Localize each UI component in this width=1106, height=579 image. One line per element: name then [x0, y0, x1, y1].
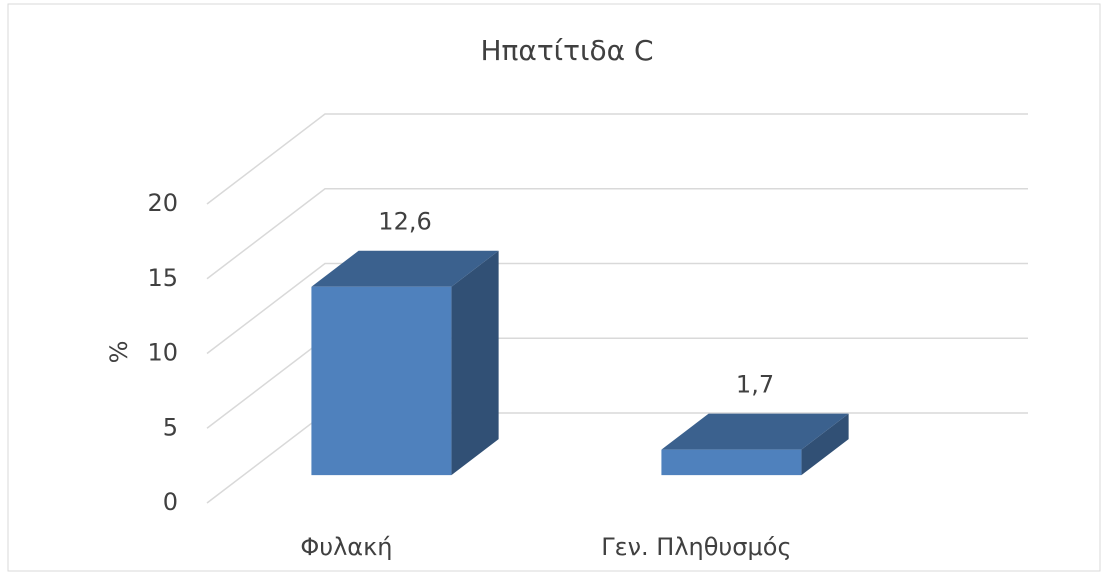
data-label: 1,7	[736, 371, 774, 399]
bar-front	[311, 286, 452, 476]
bar-top	[311, 250, 499, 287]
data-label: 12,6	[378, 208, 431, 236]
y-tick-label: 0	[163, 488, 178, 516]
bar-front	[661, 449, 802, 476]
chart-title: Ηπατίτιδα C	[480, 34, 653, 67]
grid-line	[206, 113, 1028, 205]
bar-side	[801, 413, 849, 476]
y-tick-label: 10	[147, 339, 178, 367]
x-tick-label: Γεν. Πληθυσμός	[601, 533, 791, 561]
y-tick-label: 15	[147, 264, 178, 292]
grid-line	[206, 188, 1028, 280]
bar	[311, 250, 499, 476]
y-tick-label: 20	[147, 189, 178, 217]
chart-border	[7, 3, 1101, 572]
x-tick-label: Φυλακή	[300, 533, 392, 561]
bar-side	[451, 250, 499, 476]
bar	[661, 413, 849, 476]
bar-top	[661, 413, 849, 450]
y-axis-label: %	[105, 341, 133, 364]
y-tick-label: 5	[163, 413, 178, 441]
grid-line	[206, 262, 1028, 355]
